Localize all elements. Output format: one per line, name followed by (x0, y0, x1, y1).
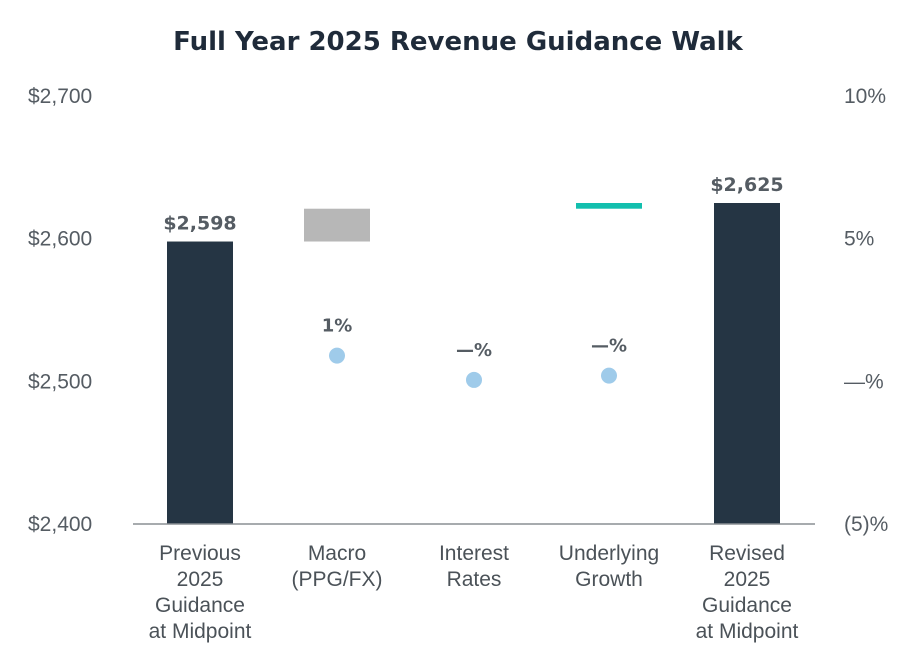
left-axis-tick-label: $2,700 (28, 85, 92, 108)
percent-dot-label: 1% (322, 316, 353, 337)
change-bar (576, 203, 642, 209)
left-axis-tick-label: $2,600 (28, 228, 92, 251)
category-label-line: Growth (575, 568, 643, 591)
category-label-line: Interest (439, 542, 509, 565)
category-label: Revised 2025 Guidance at Midpoint (696, 542, 799, 643)
change-bar (304, 208, 370, 242)
left-axis-tick-label: $2,400 (28, 513, 92, 536)
left-axis-tick-label: $2,500 (28, 370, 92, 393)
category-label-line: (PPG/FX) (291, 568, 382, 591)
category-label: Underlying Growth (559, 542, 659, 591)
chart-title: Full Year 2025 Revenue Guidance Walk (173, 27, 743, 57)
category-label-line: Underlying (559, 542, 659, 565)
percent-dot (466, 371, 482, 388)
right-axis-tick-label: (5)% (844, 513, 888, 536)
category-label-line: Revised (709, 542, 785, 565)
category-label: Interest Rates (439, 542, 509, 591)
bar-value-label: $2,625 (710, 174, 783, 196)
percent-dot-label: —% (456, 340, 492, 361)
category-label-line: 2025 (724, 568, 771, 591)
right-axis-tick-label: 5% (844, 228, 874, 251)
category-label-line: at Midpoint (149, 620, 252, 643)
percent-dot (329, 347, 345, 364)
percent-dot-label: —% (591, 336, 627, 357)
category-label-line: Previous (159, 542, 241, 565)
total-bar (167, 241, 233, 524)
category-label-line: at Midpoint (696, 620, 799, 643)
category-label-line: Macro (308, 542, 366, 565)
right-axis-tick-label: —% (844, 370, 884, 393)
total-bar (714, 203, 780, 524)
percent-dot (601, 367, 617, 384)
category-label-line: 2025 (177, 568, 224, 591)
category-label-line: Rates (447, 568, 502, 591)
category-label: Macro (PPG/FX) (291, 542, 382, 591)
right-axis-tick-label: 10% (844, 85, 886, 108)
category-label-line: Guidance (702, 594, 792, 617)
category-label-line: Guidance (155, 594, 245, 617)
bar-value-label: $2,598 (163, 213, 236, 235)
category-label: Previous 2025 Guidance at Midpoint (149, 542, 252, 643)
